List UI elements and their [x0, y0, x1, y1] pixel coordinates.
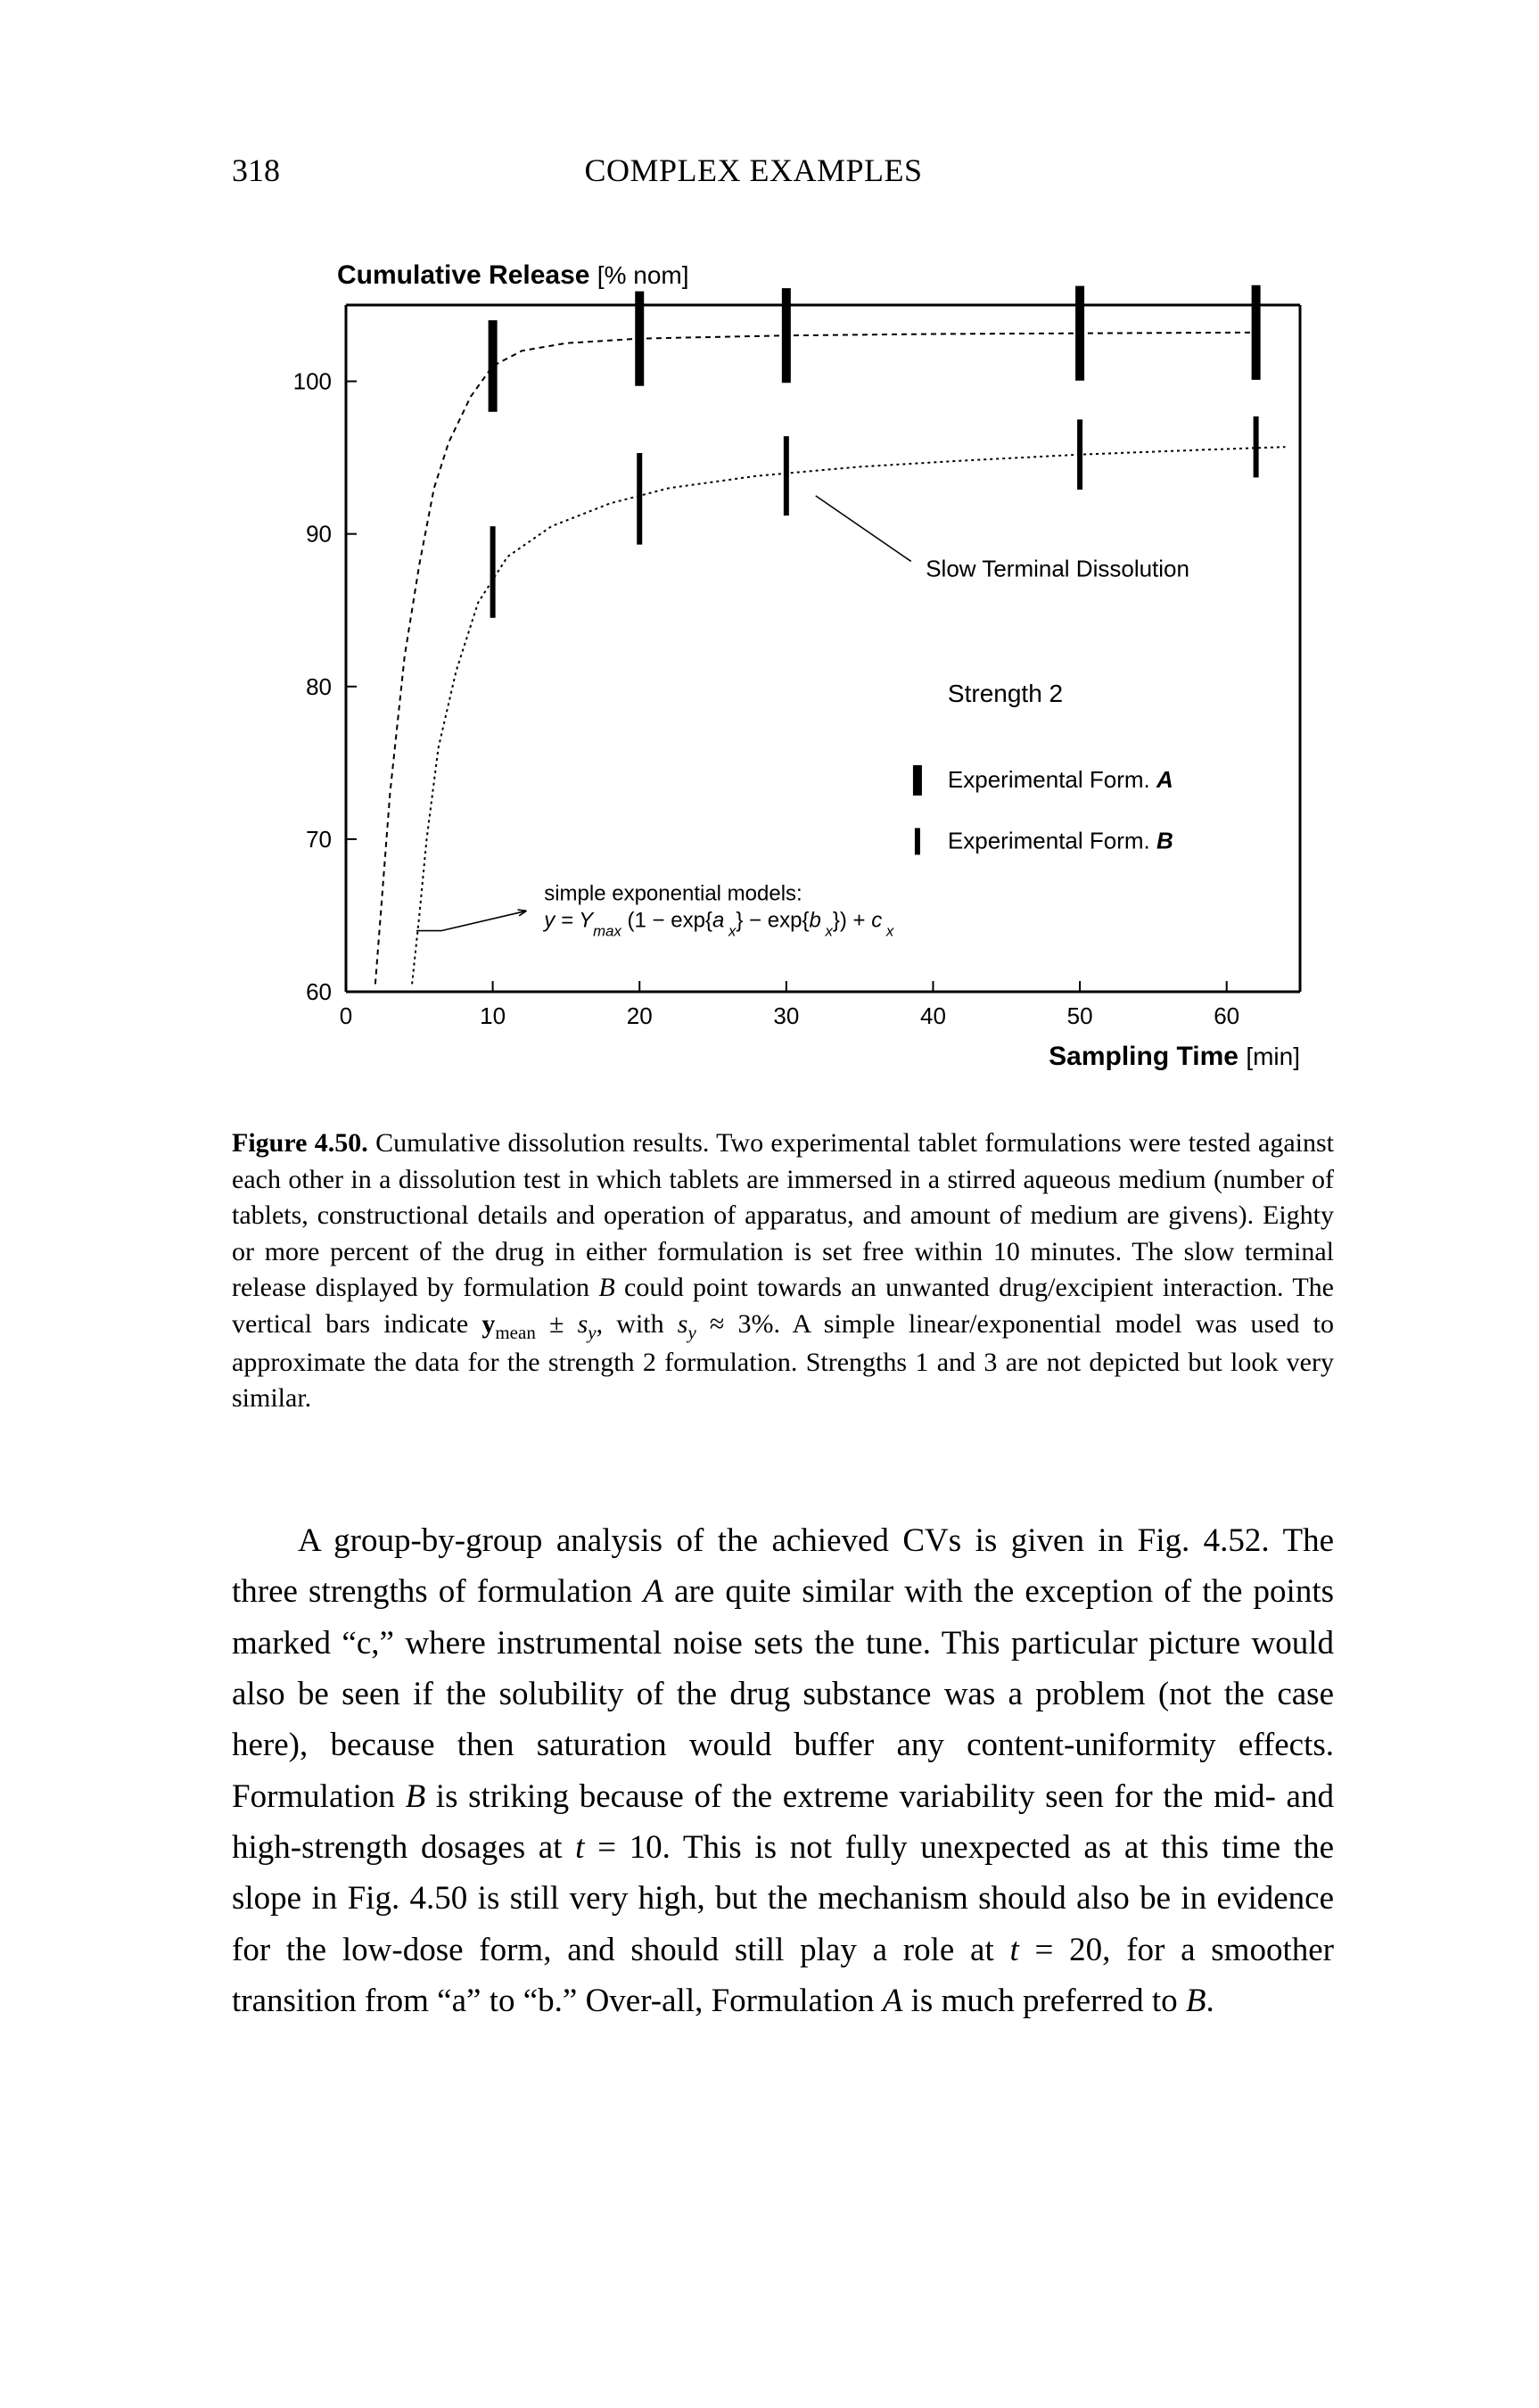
caption-body: Cumulative dissolution results. Two expe…	[232, 1128, 1334, 1413]
svg-text:60: 60	[306, 978, 332, 1005]
page: 318 COMPLEX EXAMPLES 0 10 20 30 40 50 60 60 70 80…	[0, 0, 1539, 2408]
caption-lead: Figure 4.50.	[232, 1128, 368, 1158]
page-number: 318	[232, 152, 280, 189]
running-head: COMPLEX EXAMPLES	[280, 152, 1227, 189]
svg-text:Experimental Form. B: Experimental Form. B	[948, 827, 1173, 854]
svg-text:simple exponential models:: simple exponential models:	[544, 881, 802, 905]
svg-text:Cumulative Release [% nom]: Cumulative Release [% nom]	[337, 260, 689, 290]
figure-caption: Figure 4.50. Cumulative dissolution resu…	[232, 1126, 1334, 1417]
svg-text:y = Ymax (1 − exp{a x} − exp{b: y = Ymax (1 − exp{a x} − exp{b x}) + c x	[542, 908, 894, 938]
svg-text:Strength 2: Strength 2	[948, 680, 1063, 707]
svg-text:20: 20	[627, 1002, 653, 1029]
svg-text:50: 50	[1067, 1002, 1093, 1029]
svg-text:30: 30	[773, 1002, 799, 1029]
svg-text:Sampling Time [min]: Sampling Time [min]	[1049, 1042, 1300, 1071]
svg-text:10: 10	[480, 1002, 506, 1029]
svg-text:80: 80	[306, 673, 332, 700]
svg-text:Experimental Form. A: Experimental Form. A	[948, 766, 1173, 793]
svg-text:90: 90	[306, 521, 332, 548]
svg-text:0: 0	[340, 1002, 352, 1029]
svg-text:70: 70	[306, 826, 332, 853]
figure-4-50-chart: 0 10 20 30 40 50 60 60 70 80 90 100 Cumulative Relea…	[239, 252, 1327, 1090]
svg-text:Slow Terminal Dissolution: Slow Terminal Dissolution	[926, 556, 1189, 582]
chart-svg: 0 10 20 30 40 50 60 60 70 80 90 100 Cumulative Relea…	[239, 252, 1327, 1090]
svg-text:60: 60	[1214, 1002, 1239, 1029]
svg-text:40: 40	[920, 1002, 946, 1029]
svg-text:100: 100	[293, 368, 332, 395]
body-paragraph: A group-by-group analysis of the achieve…	[232, 1515, 1334, 2026]
page-header: 318 COMPLEX EXAMPLES	[232, 152, 1334, 189]
